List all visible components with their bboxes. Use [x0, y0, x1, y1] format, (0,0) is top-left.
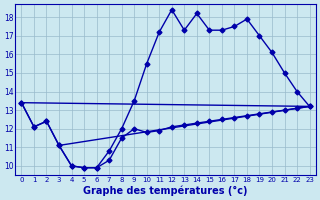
- X-axis label: Graphe des températures (°c): Graphe des températures (°c): [83, 185, 248, 196]
